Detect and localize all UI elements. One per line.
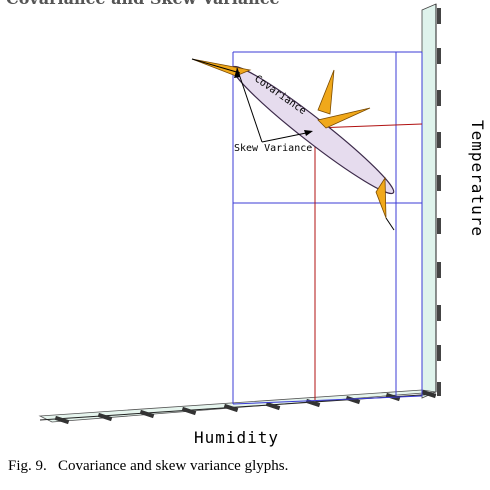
arrow-blade-lower-right [375,176,387,219]
skew-variance-arrows [191,58,395,231]
projection-grid [232,51,423,405]
y-axis-title: Temperature [468,120,487,237]
arrow-blade-top [317,69,335,115]
figure-title: Covariance and Skew Variance [6,0,280,8]
skew-variance-callout: Skew Variance [234,67,313,154]
arrow-blade-right [317,107,371,129]
figure-caption: Fig. 9. Covariance and skew variance gly… [8,458,288,475]
caption-text: Covariance and skew variance glyphs. [58,458,289,474]
caption-label: Fig. 9. [8,458,47,474]
skew-variance-label: Skew Variance [234,143,312,154]
vertical-axis-band [421,3,437,399]
center-marker-lines [314,123,423,400]
x-axis-ticks [54,389,437,425]
y-axis-ticks [437,8,441,396]
covariance-ellipse: Covariance [231,65,395,195]
x-axis-title: Humidity [194,428,279,447]
